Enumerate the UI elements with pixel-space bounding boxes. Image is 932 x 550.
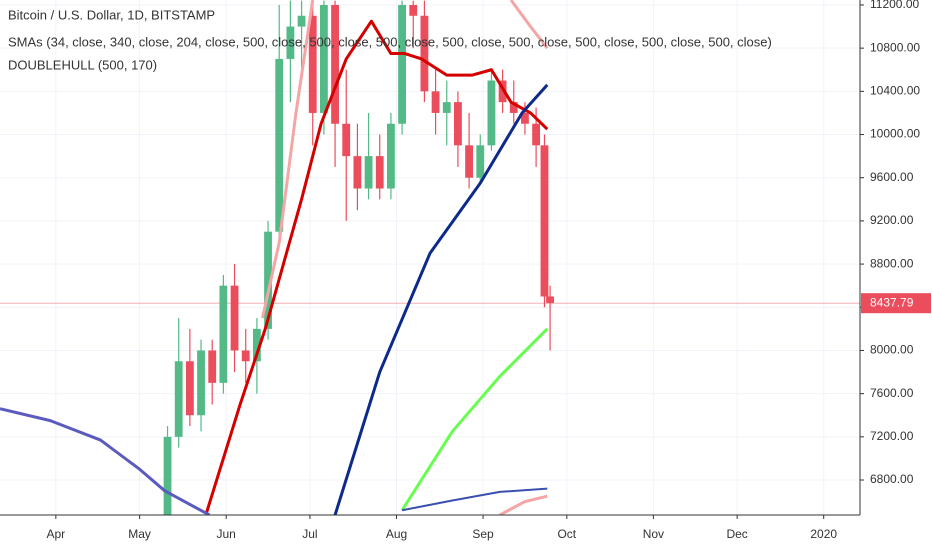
candle-body [208, 350, 217, 383]
y-tick-label: 6800.00 [870, 472, 914, 486]
candle-body [174, 361, 183, 437]
candle-body [540, 145, 549, 297]
y-tick-label: 10800.00 [870, 40, 920, 54]
candle-body [454, 102, 462, 146]
x-tick-label: Jun [216, 527, 235, 541]
y-tick-label: 8800.00 [870, 256, 914, 270]
grid [0, 0, 860, 515]
candle-body [297, 15, 306, 27]
x-tick-label: Dec [726, 527, 747, 541]
candle-body [353, 156, 362, 189]
y-tick-label: 8000.00 [870, 343, 914, 357]
indicator-line [400, 327, 549, 512]
x-tick-label: Aug [386, 527, 407, 541]
candle-body [465, 145, 473, 178]
y-tick-label: 9600.00 [870, 170, 914, 184]
x-tick-label: Oct [557, 527, 576, 541]
x-tick-label: Nov [643, 527, 664, 541]
indicator-line [509, 0, 549, 50]
candle-body [275, 58, 284, 232]
indicator-line [333, 83, 549, 515]
y-tick-label: 10400.00 [870, 84, 920, 98]
candle-body [286, 26, 295, 59]
candle-body [532, 123, 541, 146]
x-tick-label: Sep [472, 527, 494, 541]
candle-body [431, 91, 440, 113]
x-tick-label: Jul [302, 527, 317, 541]
candle-body [185, 361, 194, 416]
indicator-label: DOUBLEHULL (500, 170) [8, 57, 157, 72]
candle-body [420, 15, 429, 92]
indicator-label: SMAs (34, close, 340, close, 204, close,… [8, 34, 772, 49]
indicator-line [401, 487, 548, 512]
candle-body [387, 123, 395, 189]
last-price-box [861, 293, 931, 314]
candle-body [252, 328, 261, 362]
y-tick-label: 7200.00 [870, 429, 914, 443]
candle-body [219, 285, 228, 383]
candle-body [342, 123, 351, 157]
candle-body [331, 4, 339, 124]
indicator-line [261, 0, 315, 319]
candle-body [364, 156, 373, 189]
last-price-label: 8437.79 [870, 295, 914, 309]
candle-body [546, 296, 554, 303]
candle-body [521, 112, 529, 124]
plot-area [0, 0, 860, 515]
candle-body [163, 436, 172, 515]
candle-body [487, 80, 496, 146]
chart-title: Bitcoin / U.S. Dollar, 1D, BITSTAMP [8, 7, 215, 22]
y-tick-label: 7600.00 [870, 386, 914, 400]
y-tick-label: 11200.00 [870, 0, 919, 11]
candle-body [264, 231, 272, 329]
candle-body [476, 145, 485, 178]
candle-body [409, 4, 418, 16]
x-tick-label: 2020 [810, 527, 837, 541]
indicator-line [0, 407, 211, 515]
candle-body [498, 80, 507, 103]
candle-body [230, 285, 239, 351]
candle-body [375, 156, 384, 189]
x-tick-label: Apr [47, 527, 66, 541]
candle-body [308, 15, 317, 113]
candle-body [398, 4, 406, 124]
indicator-line [499, 494, 548, 515]
indicator-line [205, 19, 549, 513]
candle-body [197, 350, 205, 416]
candle-body [509, 102, 518, 113]
y-tick-label: 9200.00 [870, 213, 914, 227]
candle-body [442, 102, 451, 113]
candle-body [319, 4, 328, 113]
x-tick-label: May [128, 527, 151, 541]
y-tick-label: 10000.00 [870, 127, 920, 141]
axes: 6800.007200.007600.008000.008400.008800.… [47, 0, 931, 541]
candle-body [241, 350, 250, 362]
